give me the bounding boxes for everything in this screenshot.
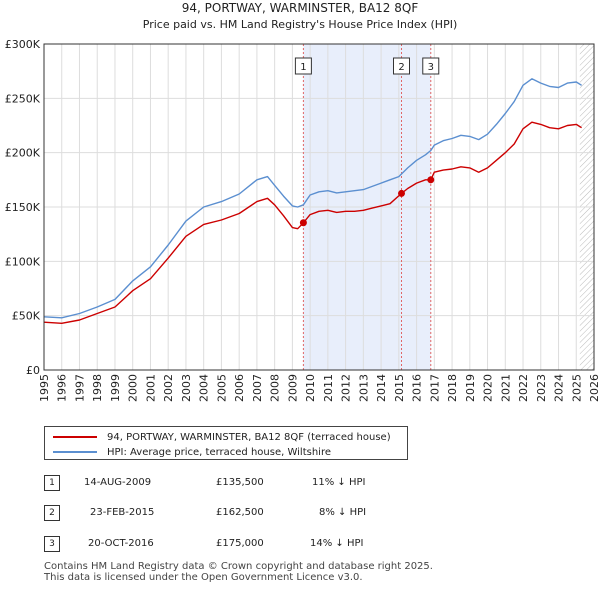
x-tick-label: 2026 xyxy=(588,374,600,402)
x-tick-label: 2025 xyxy=(570,374,583,402)
x-tick-label: 2016 xyxy=(411,374,424,402)
chart-subtitle: Price paid vs. HM Land Registry's House … xyxy=(143,18,458,31)
x-tick-label: 2011 xyxy=(322,374,335,402)
sale-price: £175,000 xyxy=(216,538,264,549)
plot-area: £0 £50K £100K £150K £200K £250K £300K 1995 1996 1… xyxy=(5,38,600,402)
sale-point xyxy=(299,219,307,227)
y-tick-label: £250K xyxy=(5,92,41,105)
x-tick-label: 2007 xyxy=(251,374,264,402)
sale-hpi-diff: 11% ↓ HPI xyxy=(312,477,366,488)
footer-licence: This data is licensed under the Open Gov… xyxy=(44,572,363,583)
x-tick-label: 2010 xyxy=(304,374,317,402)
x-tick-label: 1998 xyxy=(91,374,104,402)
sale-point xyxy=(427,176,435,184)
sale-marker-box xyxy=(393,57,410,75)
legend: 94, PORTWAY, WARMINSTER, BA12 8QF (terra… xyxy=(44,426,408,460)
footer: Contains HM Land Registry data © Crown c… xyxy=(44,561,433,583)
sale-date: 23-FEB-2015 xyxy=(90,507,155,518)
x-tick-label: 2004 xyxy=(198,374,211,402)
x-tick-label: 1997 xyxy=(73,374,86,402)
x-tick-label: 2024 xyxy=(553,374,566,402)
sale-marker-label: 3 xyxy=(428,62,434,73)
x-tick-label: 2022 xyxy=(517,374,530,402)
x-tick-label: 2003 xyxy=(180,374,193,402)
x-tick-label: 2014 xyxy=(375,374,388,402)
x-tick-label: 2008 xyxy=(269,374,282,402)
legend-item-hpi: HPI: Average price, terraced house, Wilt… xyxy=(53,444,331,460)
series-line-property xyxy=(43,121,582,324)
sale-marker-box xyxy=(294,57,312,75)
x-tick-label: 2021 xyxy=(499,374,512,402)
sale-price: £135,500 xyxy=(216,477,264,488)
sale-number-badge: 1 xyxy=(44,475,60,491)
x-tick-label: 2002 xyxy=(162,374,175,402)
x-tick-label: 1996 xyxy=(56,374,69,402)
sale-hpi-diff: 14% ↓ HPI xyxy=(310,538,364,549)
sale-marker-label: 1 xyxy=(300,62,306,73)
x-tick-label: 2005 xyxy=(215,374,228,402)
x-tick-label: 2017 xyxy=(428,374,441,402)
x-tick-label: 2006 xyxy=(233,374,246,402)
sale-marker-box xyxy=(422,57,440,75)
plot-frame xyxy=(43,43,595,371)
footer-copyright: Contains HM Land Registry data © Crown c… xyxy=(44,561,433,572)
legend-label: HPI: Average price, terraced house, Wilt… xyxy=(107,446,331,458)
price-chart: 94, PORTWAY, WARMINSTER, BA12 8QF Price … xyxy=(5,1,600,402)
sale-row: 3 20-OCT-2016 £175,000 14% ↓ HPI xyxy=(44,536,384,554)
x-tick-label: 1999 xyxy=(109,374,122,402)
x-tick-label: 2009 xyxy=(286,374,299,402)
x-tick-label: 2012 xyxy=(340,374,353,402)
legend-label: 94, PORTWAY, WARMINSTER, BA12 8QF (terra… xyxy=(107,431,391,443)
x-tick-label: 2015 xyxy=(393,374,406,402)
y-tick-label: £100K xyxy=(5,255,41,268)
chart-title: 94, PORTWAY, WARMINSTER, BA12 8QF xyxy=(182,1,419,15)
sale-price: £162,500 xyxy=(216,507,264,518)
sale-point xyxy=(398,189,405,197)
x-tick-label: 2001 xyxy=(144,374,157,402)
x-tick-label: 2019 xyxy=(464,374,477,402)
x-tick-label: 2018 xyxy=(446,374,459,402)
y-tick-label: £300K xyxy=(5,38,41,51)
x-tick-label: 2000 xyxy=(127,374,140,402)
x-tick-label: 2020 xyxy=(482,374,495,402)
x-tick-label: 2013 xyxy=(357,374,370,402)
y-tick-label: £150K xyxy=(5,201,41,214)
sale-date: 14-AUG-2009 xyxy=(84,477,152,488)
sale-marker-label: 2 xyxy=(398,62,404,73)
y-tick-label: £0 xyxy=(26,364,40,377)
legend-item-property: 94, PORTWAY, WARMINSTER, BA12 8QF (terra… xyxy=(53,429,391,445)
x-tick-label: 2023 xyxy=(535,374,548,402)
sale-number-badge: 2 xyxy=(44,505,60,521)
sale-row: 1 14-AUG-2009 £135,500 11% ↓ HPI xyxy=(44,475,384,493)
legend-swatch-red-line xyxy=(53,436,97,438)
sale-row: 2 23-FEB-2015 £162,500 8% ↓ HPI xyxy=(44,505,384,523)
y-tick-label: £200K xyxy=(5,147,41,160)
sale-number-badge: 3 xyxy=(44,536,60,552)
sale-hpi-diff: 8% ↓ HPI xyxy=(319,507,367,518)
legend-swatch-blue-line xyxy=(53,451,97,453)
y-tick-label: £50K xyxy=(12,310,41,323)
sale-date: 20-OCT-2016 xyxy=(88,538,154,549)
x-tick-label: 1995 xyxy=(38,374,51,402)
series-line-hpi xyxy=(43,78,582,319)
